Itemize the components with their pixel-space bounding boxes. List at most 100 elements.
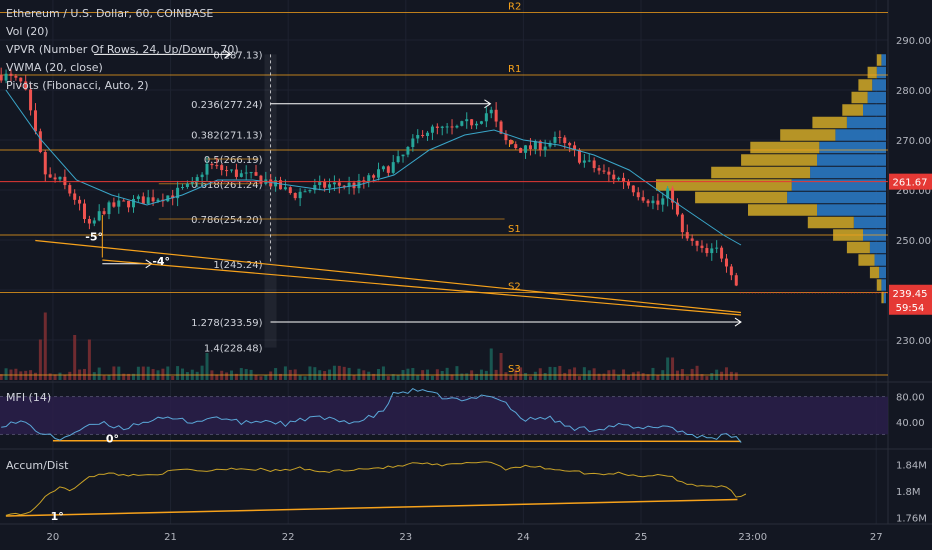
candle-body — [215, 165, 219, 167]
legend-vwma[interactable]: VWMA (20, close) — [6, 61, 103, 74]
volume-bar — [239, 368, 243, 380]
candle-body — [573, 145, 577, 151]
volume-bar — [671, 357, 675, 380]
candle-body — [146, 197, 150, 204]
candle-body — [0, 75, 3, 81]
candle-body — [362, 180, 366, 182]
candle-body — [112, 202, 116, 207]
candle-body — [509, 140, 513, 145]
volume-bar — [269, 371, 273, 380]
legend-symbol[interactable]: Ethereum / U.S. Dollar, 60, COINBASE — [6, 7, 213, 20]
volume-bar — [533, 371, 537, 380]
candle-body — [475, 123, 479, 126]
candle-body — [239, 173, 243, 177]
fib-label-8: 1.4(228.48) — [204, 344, 263, 355]
candle-body — [381, 166, 385, 170]
volume-bar — [259, 376, 263, 380]
candle-body — [210, 163, 214, 166]
time-tick-6: 27 — [870, 532, 883, 543]
candle-body — [259, 175, 263, 184]
volume-bar — [577, 376, 581, 380]
volume-bar — [87, 339, 91, 380]
volume-bar — [127, 373, 131, 380]
candle-body — [685, 232, 689, 239]
candle-body — [406, 146, 410, 155]
volume-bar — [181, 368, 185, 380]
price-tick-4: 270.00 — [896, 136, 931, 147]
volume-bar — [450, 374, 454, 380]
candle-body — [33, 110, 37, 132]
current-price-label: 239.45 — [893, 289, 928, 300]
candle-body — [695, 240, 699, 246]
candle-body — [58, 176, 62, 180]
volume-bar — [430, 375, 434, 380]
mfi-title[interactable]: MFI (14) — [6, 391, 51, 404]
volume-bar — [107, 374, 111, 380]
candle-body — [131, 198, 135, 208]
legend-volume[interactable]: Vol (20) — [6, 25, 49, 38]
volume-bar — [617, 375, 621, 380]
volume-bar — [352, 375, 356, 380]
candle-body — [563, 137, 567, 144]
candle-body — [337, 182, 341, 186]
volume-bar — [656, 375, 660, 380]
candle-body — [445, 126, 449, 128]
candle-body — [455, 125, 459, 128]
candle-body — [430, 126, 434, 133]
volume-bar — [161, 368, 165, 380]
vpvr-row-down-4 — [842, 104, 863, 116]
price-tick-0: 230.00 — [896, 336, 931, 347]
volume-bar — [553, 367, 557, 380]
volume-bar — [734, 372, 738, 380]
candle-body — [401, 154, 405, 157]
legend-pivots[interactable]: Pivots (Fibonacci, Auto, 2) — [6, 79, 149, 92]
volume-bar — [337, 365, 341, 380]
volume-bar — [381, 366, 385, 380]
candle-body — [690, 238, 694, 241]
accum-dist-title[interactable]: Accum/Dist — [6, 459, 69, 472]
candle-body — [347, 182, 351, 187]
price-tick-3: 260.00 — [896, 186, 931, 197]
time-tick-2: 22 — [282, 532, 295, 543]
volume-bar — [519, 367, 523, 380]
volume-bar — [592, 368, 596, 380]
pivot-label-R1: R1 — [508, 64, 521, 75]
candle-body — [514, 144, 518, 148]
volume-bar — [406, 368, 410, 380]
price-tick-6: 290.00 — [896, 36, 931, 47]
pivot-label-S2: S2 — [508, 282, 521, 293]
volume-bar — [68, 371, 72, 380]
candle-body — [9, 73, 13, 76]
candle-body — [587, 160, 591, 162]
candle-body — [313, 185, 317, 191]
candle-body — [53, 177, 57, 180]
vpvr-row-down-1 — [867, 66, 877, 79]
candle-body — [626, 181, 630, 186]
vpvr-row-up-10 — [791, 179, 886, 191]
candle-body — [38, 131, 42, 153]
volume-bar — [386, 376, 390, 380]
volume-bar — [136, 366, 140, 380]
candle-body — [543, 146, 547, 151]
volume-bar — [195, 371, 199, 380]
trendline-angle-1: -4° — [152, 255, 170, 268]
volume-bar — [82, 368, 86, 380]
candle-body — [671, 188, 675, 203]
candle-body — [244, 172, 248, 174]
candle-body — [435, 126, 439, 128]
candle-body — [577, 150, 581, 163]
trendlines: -5° -4° 0° 1° — [5, 215, 742, 523]
candle-body — [48, 174, 52, 178]
vpvr-row-down-5 — [812, 116, 847, 129]
candle-body — [651, 200, 655, 204]
candle-body — [181, 187, 185, 189]
candle-body — [102, 211, 106, 215]
volume-bar — [504, 372, 508, 380]
legend-vpvr[interactable]: VPVR (Number Of Rows, 24, Up/Down, 70) — [6, 43, 239, 56]
candle-body — [460, 121, 464, 126]
accum-dist-tick-2: 1.84M — [896, 460, 927, 471]
candle-body — [421, 135, 425, 137]
candle-body — [29, 89, 33, 111]
